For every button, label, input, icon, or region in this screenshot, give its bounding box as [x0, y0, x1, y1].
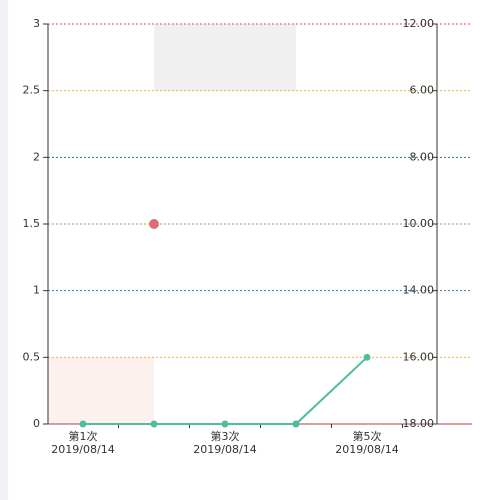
x-tick-label: 第3次	[211, 429, 240, 443]
x-date-label: 2019/08/14	[193, 443, 256, 456]
x-tick-label: 第1次	[69, 429, 98, 443]
point	[79, 420, 87, 428]
y-tick-label: 0	[33, 417, 40, 430]
y-tick-label: 0.5	[23, 350, 41, 363]
y2-tick-label: 18.00	[403, 417, 435, 430]
point	[363, 353, 371, 361]
y2-tick-label: 12.00	[403, 17, 435, 30]
y-tick-label: 2.5	[23, 84, 41, 97]
y-tick-label: 2	[33, 150, 40, 163]
point	[292, 420, 300, 428]
y-tick-label: 3	[33, 17, 40, 30]
y-tick-label: 1.5	[23, 217, 41, 230]
y2-tick-label: 14.00	[403, 284, 435, 297]
point	[149, 219, 159, 229]
y-tick-label: 1	[33, 284, 40, 297]
x-date-label: 2019/08/14	[51, 443, 114, 456]
point	[150, 420, 158, 428]
band	[48, 357, 154, 424]
y2-tick-label: 6.00	[410, 84, 435, 97]
side-strip	[0, 0, 8, 500]
band	[154, 24, 296, 91]
y2-tick-label: 8.00	[410, 150, 435, 163]
point	[221, 420, 229, 428]
x-tick-label: 第5次	[353, 429, 382, 443]
y2-tick-label: 10.00	[403, 217, 435, 230]
y2-tick-label: 16.00	[403, 350, 435, 363]
x-date-label: 2019/08/14	[335, 443, 398, 456]
